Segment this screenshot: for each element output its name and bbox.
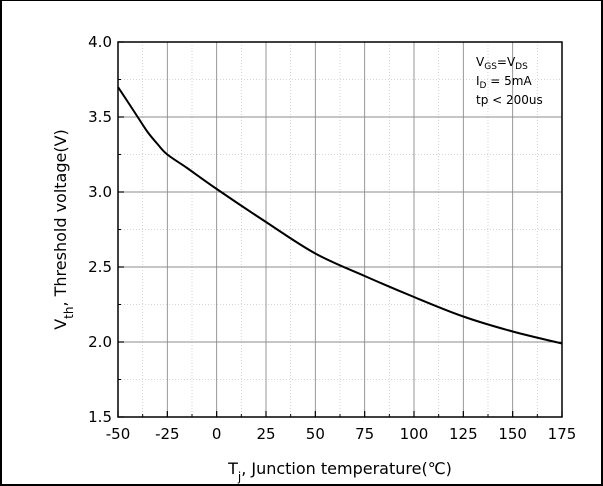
x-tick-label: 25: [256, 425, 275, 443]
annotation-part: D: [480, 81, 487, 91]
y-axis-title-sub: th: [62, 307, 76, 319]
x-tick-label: -50: [106, 425, 131, 443]
y-tick-label: 2.0: [88, 333, 112, 351]
axis-ticks: [117, 41, 563, 418]
annotation-line: ID = 5mA: [476, 74, 532, 91]
minor-grid: [118, 42, 562, 417]
x-tick-label: 0: [212, 425, 222, 443]
x-tick-label: 175: [548, 425, 577, 443]
annotation-part: = 5mA: [486, 74, 532, 88]
y-axis-title: Vth, Threshold voltage(V): [51, 129, 76, 330]
series-layer: [117, 86, 563, 345]
annotation-part: DS: [515, 62, 528, 72]
y-tick-label: 1.5: [88, 408, 112, 426]
y-tick-label: 3.5: [88, 108, 112, 126]
x-axis-title: Tj, Junction temperature(℃): [227, 459, 452, 484]
annotation-line: tp < 200us: [476, 93, 543, 107]
x-tick-label: 125: [449, 425, 478, 443]
x-tick-label: 100: [400, 425, 429, 443]
x-tick-label: 150: [498, 425, 527, 443]
y-axis-title-rest: , Threshold voltage(V): [51, 129, 70, 306]
x-axis-title-main: T: [227, 459, 238, 478]
annotation-part: =V: [497, 55, 516, 69]
series-line: [117, 86, 563, 345]
x-axis-title-sub: j: [237, 470, 241, 484]
y-axis-title-main: V: [51, 319, 70, 330]
annotation-line: VGS=VDS: [476, 55, 528, 72]
x-axis-title-rest: , Junction temperature(℃): [241, 459, 452, 478]
y-tick-labels: 1.5 2.0 2.5 3.0 3.5 4.0: [88, 33, 112, 426]
annotation-part: GS: [484, 62, 497, 72]
x-tick-labels: -50 -25 0 25 50 75 100 125 150 175: [106, 425, 577, 443]
x-tick-label: -25: [155, 425, 180, 443]
test-conditions-annotation: VGS=VDS ID = 5mA tp < 200us: [476, 55, 543, 107]
annotation-part: tp < 200us: [476, 93, 543, 107]
y-tick-label: 4.0: [88, 33, 112, 51]
x-tick-label: 75: [355, 425, 374, 443]
y-tick-label: 3.0: [88, 183, 112, 201]
x-tick-label: 50: [306, 425, 325, 443]
annotation-part: V: [476, 55, 485, 69]
y-tick-label: 2.5: [88, 258, 112, 276]
annotation-part: I: [476, 74, 480, 88]
